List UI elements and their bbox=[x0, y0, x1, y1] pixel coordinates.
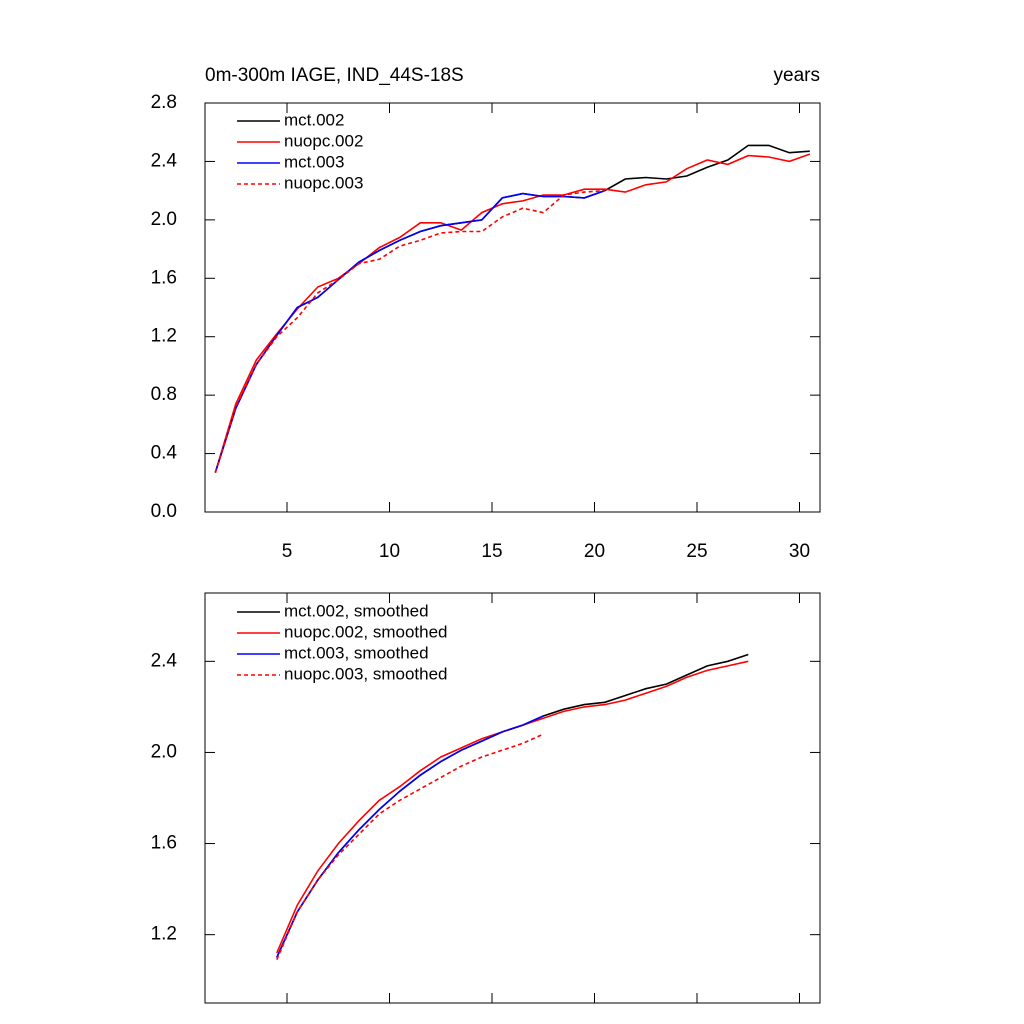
legend-label: nuopc.002 bbox=[284, 131, 363, 150]
y-tick-label: 2.4 bbox=[151, 150, 178, 171]
legend-label: nuopc.002, smoothed bbox=[284, 622, 448, 641]
x-tick-label: 15 bbox=[481, 541, 502, 562]
series-line bbox=[276, 733, 544, 961]
x-tick-label: 5 bbox=[282, 541, 293, 562]
y-tick-label: 0.8 bbox=[151, 384, 177, 405]
y-tick-label: 0.0 bbox=[151, 501, 177, 522]
chart-subtitle: years bbox=[774, 65, 820, 86]
x-tick-label: 30 bbox=[789, 541, 810, 562]
x-tick-label: 10 bbox=[379, 541, 400, 562]
legend-label: mct.003 bbox=[284, 152, 344, 171]
plot-frame bbox=[204, 102, 821, 513]
chart-title: 0m-300m IAGE, IND_44S-18S bbox=[205, 65, 464, 86]
y-tick-label: 2.4 bbox=[151, 650, 178, 671]
y-tick-label: 1.2 bbox=[151, 326, 177, 347]
series-line bbox=[276, 660, 749, 954]
y-tick-label: 2.0 bbox=[151, 741, 177, 762]
y-tick-label: 2.8 bbox=[151, 92, 177, 113]
x-tick-label: 20 bbox=[584, 541, 605, 562]
series-line bbox=[214, 189, 605, 473]
y-tick-label: 1.6 bbox=[151, 267, 177, 288]
legend-label: mct.003, smoothed bbox=[284, 643, 429, 662]
y-tick-label: 0.4 bbox=[151, 443, 178, 464]
y-tick-label: 1.6 bbox=[151, 833, 177, 854]
y-tick-label: 1.2 bbox=[151, 924, 177, 945]
series-line bbox=[276, 653, 749, 958]
plot-frame bbox=[204, 592, 821, 1004]
y-tick-label: 2.0 bbox=[151, 209, 177, 230]
legend-label: nuopc.003 bbox=[284, 173, 363, 192]
series-line bbox=[214, 189, 606, 473]
legend-label: nuopc.003, smoothed bbox=[284, 664, 448, 683]
legend-label: mct.002, smoothed bbox=[284, 601, 429, 620]
x-tick-label: 25 bbox=[686, 541, 707, 562]
series-line bbox=[214, 153, 811, 473]
series-line bbox=[276, 715, 544, 958]
legend-label: mct.002 bbox=[284, 110, 344, 129]
